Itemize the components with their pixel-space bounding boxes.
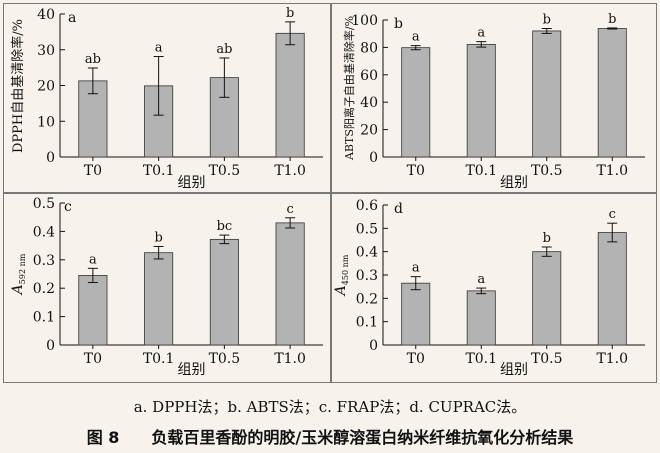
panel-a-y-axis-title: DPPH自由基清除率/% xyxy=(10,19,26,153)
panel-c-x-tick-label: T0.1 xyxy=(143,351,175,367)
panel-a-bar xyxy=(275,32,305,158)
panel-a-significance-letter: a xyxy=(155,41,163,56)
panel-d-bar xyxy=(401,282,431,346)
panel-b-x-tick-label: T0 xyxy=(407,163,425,179)
figure-title: 图 8 负载百里香酚的明胶/玉米醇溶蛋白纳米纤维抗氧化分析结果 xyxy=(86,428,574,447)
panel-c-x-tick-label: T0 xyxy=(84,351,102,367)
panel-a-significance-letter: b xyxy=(286,6,294,21)
panel-b-significance-letter: b xyxy=(608,12,616,27)
panel-c-y-axis-title: A592 nm xyxy=(10,253,27,296)
panel-c-significance-letter: bc xyxy=(217,219,233,234)
panel-b-y-tick-label: 80 xyxy=(360,40,378,56)
panel-d-y-tick-label: 0 xyxy=(369,338,378,354)
panel-d-bar xyxy=(532,251,562,346)
panel-c-bar xyxy=(78,275,108,346)
panel-b-significance-letter: a xyxy=(477,26,485,41)
panel-a-significance-letter: ab xyxy=(216,42,232,57)
panel-b-bar xyxy=(466,43,496,158)
panel-d-x-tick-label: T0.1 xyxy=(465,351,497,367)
panel-d-significance-letter: c xyxy=(609,207,616,222)
panel-b-y-tick-label: 100 xyxy=(351,13,378,29)
panel-a-x-tick-label: T0.1 xyxy=(143,163,175,179)
panel-c-significance-letter: b xyxy=(154,230,162,245)
panel-c-panel-letter: c xyxy=(64,199,72,215)
panel-c-y-tick-label: 0.5 xyxy=(33,196,55,212)
panel-c-significance-letter: a xyxy=(89,252,97,267)
panel-c-y-tick-label: 0.3 xyxy=(33,253,55,269)
panel-c-bar xyxy=(209,238,239,346)
panel-b-significance-letter: b xyxy=(543,12,551,27)
panel-b-significance-letter: a xyxy=(412,30,420,45)
panel-c-y-tick-label: 0 xyxy=(46,338,55,354)
panel-d-x-tick-label: T0.5 xyxy=(531,351,563,367)
panel-d-significance-letter: a xyxy=(412,261,420,276)
panel-d-bar xyxy=(466,290,496,346)
panel-d-y-axis-subscript: 450 nm xyxy=(341,254,350,285)
panel-b-panel-letter: b xyxy=(394,16,403,32)
panel-c-y-tick-label: 0.1 xyxy=(33,310,55,326)
panel-c-y-tick-label: 0.2 xyxy=(33,281,55,297)
panel-c-significance-letter: c xyxy=(286,202,293,217)
panel-b-bar xyxy=(532,30,562,158)
panel-b-y-tick-label: 20 xyxy=(360,123,378,139)
panel-c-bar xyxy=(144,252,174,346)
panel-a-y-tick-label: 20 xyxy=(37,79,55,95)
panel-a-y-tick-label: 30 xyxy=(37,43,55,59)
panel-b-y-tick-label: 0 xyxy=(369,150,378,166)
figure-note: a. DPPH法；b. ABTS法；c. FRAP法；d. CUPRAC法。 xyxy=(133,398,527,416)
panel-frame-bottom-right xyxy=(331,193,657,383)
panel-frame-top-left xyxy=(3,3,331,193)
panel-a-panel-letter: a xyxy=(68,10,76,26)
panel-d-y-axis-title: A450 nm xyxy=(333,254,350,297)
panel-c-x-tick-label: T0.5 xyxy=(209,351,241,367)
panel-d-x-tick-label: T1.0 xyxy=(596,351,628,367)
panel-a-x-tick-label: T1.0 xyxy=(274,163,306,179)
panel-b-y-tick-label: 40 xyxy=(360,95,378,111)
panel-b-x-tick-label: T0.5 xyxy=(531,163,563,179)
panel-b-x-tick-label: T1.0 xyxy=(596,163,628,179)
panel-b-bar xyxy=(597,28,627,158)
panel-d-significance-letter: a xyxy=(477,272,485,287)
panel-a-y-tick-label: 40 xyxy=(37,7,55,23)
panel-a-y-tick-label: 10 xyxy=(37,114,55,130)
panel-a-y-tick-label: 0 xyxy=(46,150,55,166)
panel-d-y-tick-label: 0.4 xyxy=(356,245,378,261)
panel-d-bar xyxy=(597,232,627,346)
panel-d-x-axis-title: 组别 xyxy=(500,362,528,378)
panel-b-x-axis-title: 组别 xyxy=(500,175,528,191)
panel-d-panel-letter: d xyxy=(394,201,403,217)
panel-d-significance-letter: b xyxy=(543,231,551,246)
panel-c-y-axis-subscript: 592 nm xyxy=(18,253,27,284)
panel-a-x-axis-title: 组别 xyxy=(178,175,206,191)
panel-d-x-tick-label: T0 xyxy=(407,351,425,367)
panel-d-y-tick-label: 0.5 xyxy=(356,221,378,237)
panel-d-y-tick-label: 0.2 xyxy=(356,291,378,307)
panel-b-y-tick-label: 60 xyxy=(360,68,378,84)
panel-frame-bottom-left xyxy=(3,193,331,383)
panel-c-y-tick-label: 0.4 xyxy=(33,224,55,240)
panel-d-y-tick-label: 0.6 xyxy=(356,198,378,214)
panel-a-x-tick-label: T0.5 xyxy=(209,163,241,179)
panel-a-significance-letter: ab xyxy=(85,52,101,67)
panel-b-bar xyxy=(401,47,431,158)
panel-c-bar xyxy=(275,222,305,346)
panel-d-y-tick-label: 0.1 xyxy=(356,315,378,331)
panel-d-y-tick-label: 0.3 xyxy=(356,268,378,284)
panel-b-x-tick-label: T0.1 xyxy=(465,163,497,179)
panel-frame-top-right xyxy=(331,3,657,193)
panel-c-x-axis-title: 组别 xyxy=(178,362,206,378)
panel-c-x-tick-label: T1.0 xyxy=(274,351,306,367)
panel-b-y-axis-title: ABTS阳离子自由基清除率/% xyxy=(342,16,356,161)
charts-svg: 010203040abT0aT0.1abT0.5bT1.0组别DPPH自由基清除… xyxy=(10,6,645,378)
panel-a-x-tick-label: T0 xyxy=(84,163,102,179)
